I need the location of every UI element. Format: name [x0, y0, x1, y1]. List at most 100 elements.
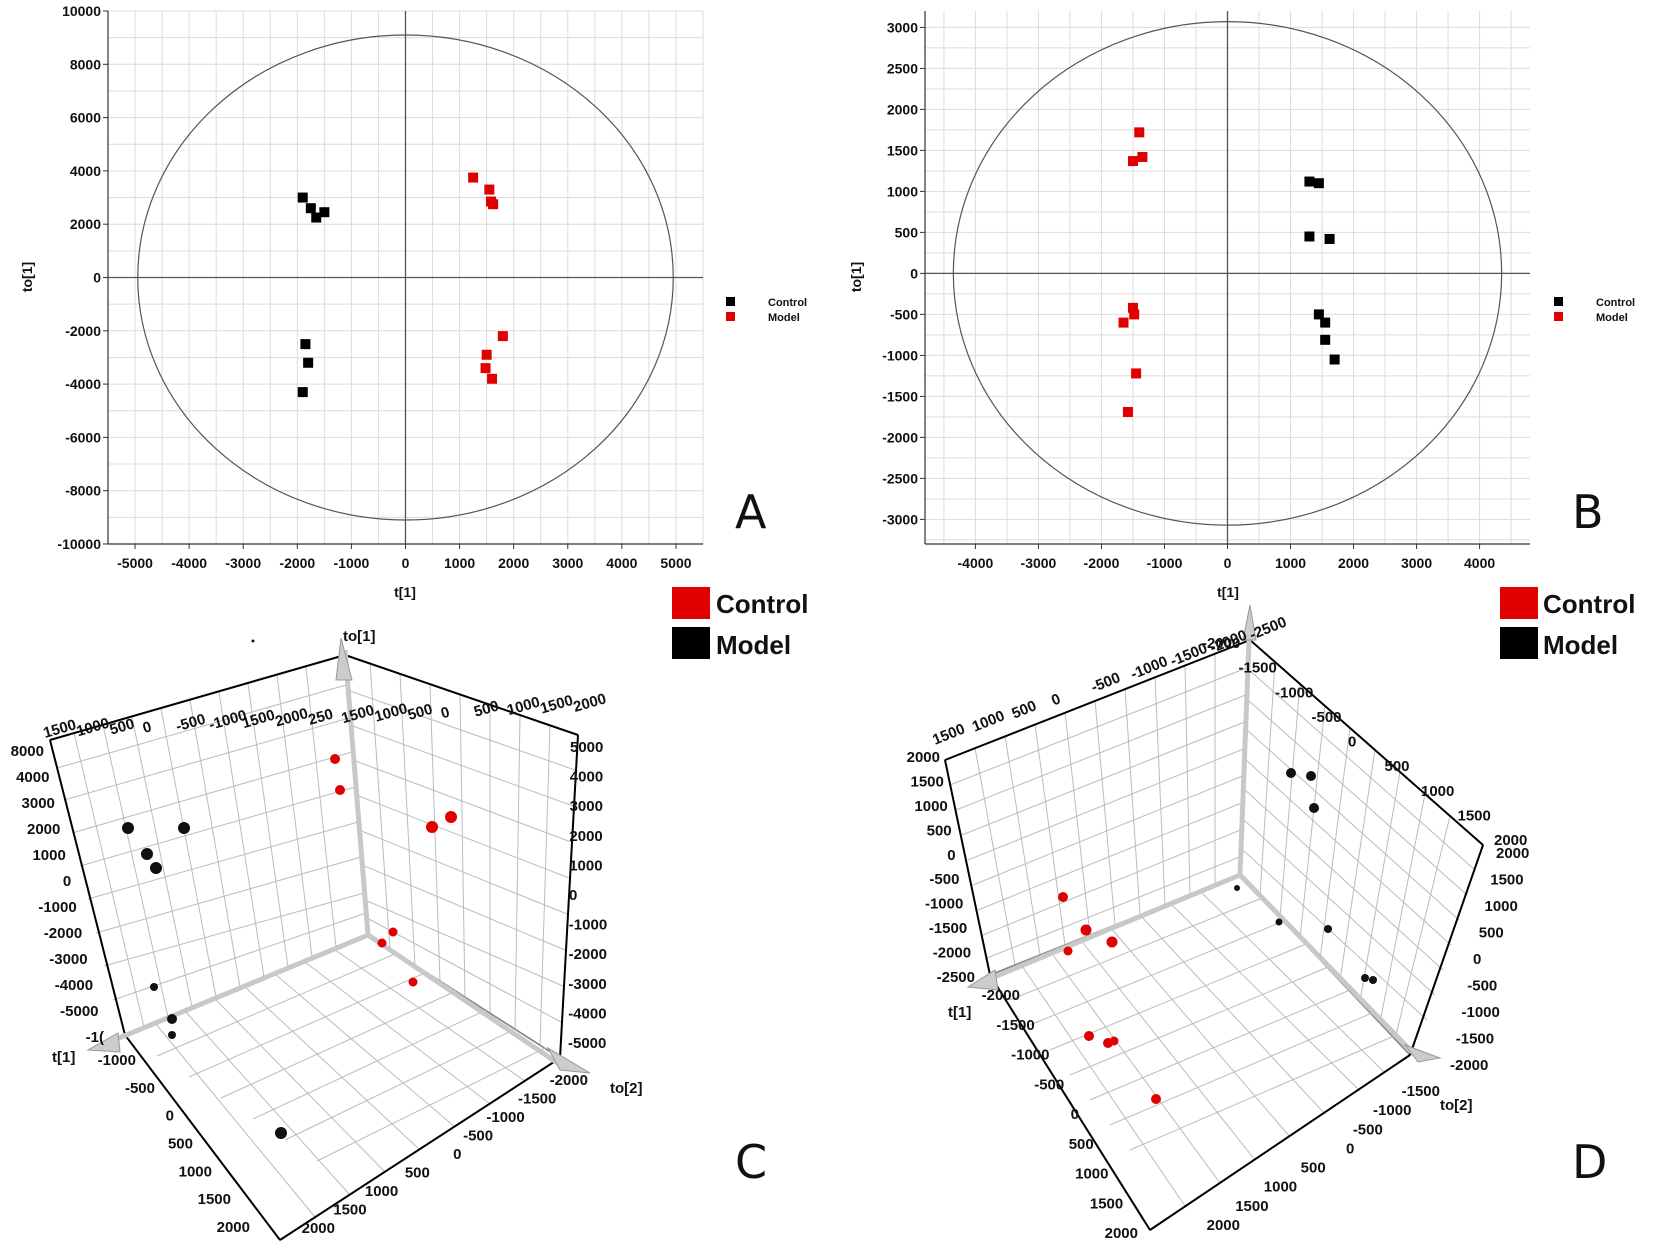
tick-label-3d: -2000: [44, 925, 82, 942]
tick-label-3d: -500: [1467, 978, 1497, 995]
tick-label-3d: 3000: [22, 795, 55, 812]
y-tick-label: -2500: [882, 470, 918, 486]
panel-d-model-point: [1275, 918, 1283, 926]
panel-b: -4000 -3000 -2000 -1000 0 1000 2000 3000 4000 -30…: [848, 11, 1635, 600]
panel-c-control-point: [445, 811, 457, 823]
panel-c-model-point: [168, 1031, 176, 1039]
panel-c-model-point: [178, 822, 190, 834]
tick-label-3d: 1000: [970, 707, 1007, 735]
panel-c-legend-control: Control: [716, 589, 808, 619]
y-tick-label: 1500: [887, 142, 918, 158]
tick-label-3d: -500: [1034, 1076, 1064, 1093]
point-control: [1304, 176, 1315, 187]
tick-label-3d: -500: [929, 871, 959, 888]
tick-label-3d: 8000: [11, 743, 44, 760]
panel-c-model-point: [251, 639, 255, 643]
tick-label-3d: -500: [125, 1080, 155, 1097]
tick-label-3d: 500: [1009, 697, 1039, 722]
panel-c-legend-model: Model: [716, 630, 791, 660]
point-control: [1304, 231, 1315, 242]
tick-label-3d: -1(: [86, 1029, 104, 1046]
panel-d-legend-model: Model: [1543, 630, 1618, 660]
y-tick-label: 0: [93, 270, 101, 286]
tick-label-3d: 1500: [340, 702, 377, 728]
tick-label-3d: 500: [405, 1165, 430, 1182]
panel-a-xlabel: t[1]: [394, 584, 416, 600]
tick-label-3d: 500: [168, 1136, 193, 1153]
panel-c-control-point: [408, 977, 418, 987]
point-control: [1313, 309, 1324, 320]
point-model: [484, 184, 495, 195]
tick-label-3d: 1000: [914, 798, 947, 815]
tick-label-3d: 0: [1346, 1140, 1354, 1157]
x-tick-label: 4000: [606, 555, 637, 571]
panel-b-ylabel: to[1]: [848, 262, 864, 292]
tick-label-3d: 1500: [911, 773, 944, 790]
tick-label-3d: 1500: [1235, 1198, 1268, 1215]
y-tick-label: 2500: [887, 60, 918, 76]
panel-c-control-point: [335, 785, 345, 795]
panel-c-model-point: [275, 1127, 287, 1139]
tick-label-3d: -1000: [1275, 684, 1313, 701]
tick-label-3d: 2000: [217, 1219, 250, 1236]
tick-label-3d: 5000: [570, 739, 603, 756]
tick-label-3d: 2000: [907, 749, 940, 766]
panel-c-model-point: [150, 983, 158, 991]
panel-c-model-point: [167, 1014, 177, 1024]
panel-a-legend: Control Model: [726, 297, 807, 324]
x-tick-label: 3000: [1401, 555, 1432, 571]
panel-c-grid: [49, 637, 591, 1242]
tick-label-3d: 1000: [373, 700, 410, 726]
y-tick-label: 3000: [887, 19, 918, 35]
y-tick-label: -10000: [57, 536, 101, 552]
tick-label-3d: 1500: [198, 1191, 231, 1208]
tick-label-3d: -500: [1312, 709, 1342, 726]
tick-label-3d: 2000: [273, 705, 310, 731]
tick-label-3d: -1500: [1402, 1083, 1440, 1100]
point-model: [497, 331, 508, 342]
panel-a-legend-model: Model: [768, 312, 800, 324]
point-control: [1320, 317, 1331, 328]
y-tick-label: -2000: [882, 429, 918, 445]
point-control: [1313, 178, 1324, 189]
y-tick-label: -500: [890, 306, 918, 322]
tick-label-3d: 0: [63, 873, 71, 890]
panel-d-model-point: [1361, 974, 1369, 982]
point-control: [297, 192, 308, 203]
tick-label-3d: -2000: [550, 1072, 588, 1089]
panel-d-model-point: [1324, 925, 1332, 933]
tick-label-3d: -5000: [60, 1003, 98, 1020]
y-tick-label: -2000: [65, 323, 101, 339]
point-control: [297, 387, 308, 398]
tick-label-3d: -1500: [1239, 660, 1277, 677]
tick-label-3d: 1000: [1421, 783, 1454, 800]
tick-label-3d: -500: [174, 711, 208, 736]
panel-d-model-point: [1286, 768, 1296, 778]
panel-d-points: [1058, 768, 1377, 1104]
panel-c-model-point: [122, 822, 134, 834]
x-tick-label: 2000: [1338, 555, 1369, 571]
panel-c-control-point: [388, 927, 398, 937]
panel-d: Control Model: [907, 587, 1635, 1242]
tick-label-3d: 4000: [16, 769, 49, 786]
tick-label-3d: -1000: [1128, 653, 1170, 683]
tick-label-3d: 500: [927, 822, 952, 839]
panel-b-legend-model-swatch: [1554, 312, 1563, 321]
x-tick-label: -1000: [334, 555, 370, 571]
panel-b-xlabel: t[1]: [1217, 584, 1239, 600]
tick-label-3d: -1500: [1456, 1031, 1494, 1048]
panel-d-control-point: [1109, 1036, 1119, 1046]
y-tick-label: 2000: [887, 101, 918, 117]
y-tick-label: 8000: [70, 56, 101, 72]
panel-c-tick-labels: 8000 4000 3000 2000 1000 0 -1000 -2000 -3000 -400…: [11, 690, 609, 1237]
tick-label-3d: 3000: [570, 798, 603, 815]
panel-d-model-point: [1309, 803, 1319, 813]
y-tick-label: 2000: [70, 216, 101, 232]
point-model: [468, 172, 479, 183]
point-model: [1129, 309, 1140, 320]
panel-d-legend-model-swatch: [1500, 627, 1538, 659]
y-tick-label: 0: [910, 265, 918, 281]
panel-d-control-point: [1084, 1031, 1094, 1041]
tick-label-3d: -4000: [55, 977, 93, 994]
tick-label-3d: 500: [406, 701, 435, 724]
